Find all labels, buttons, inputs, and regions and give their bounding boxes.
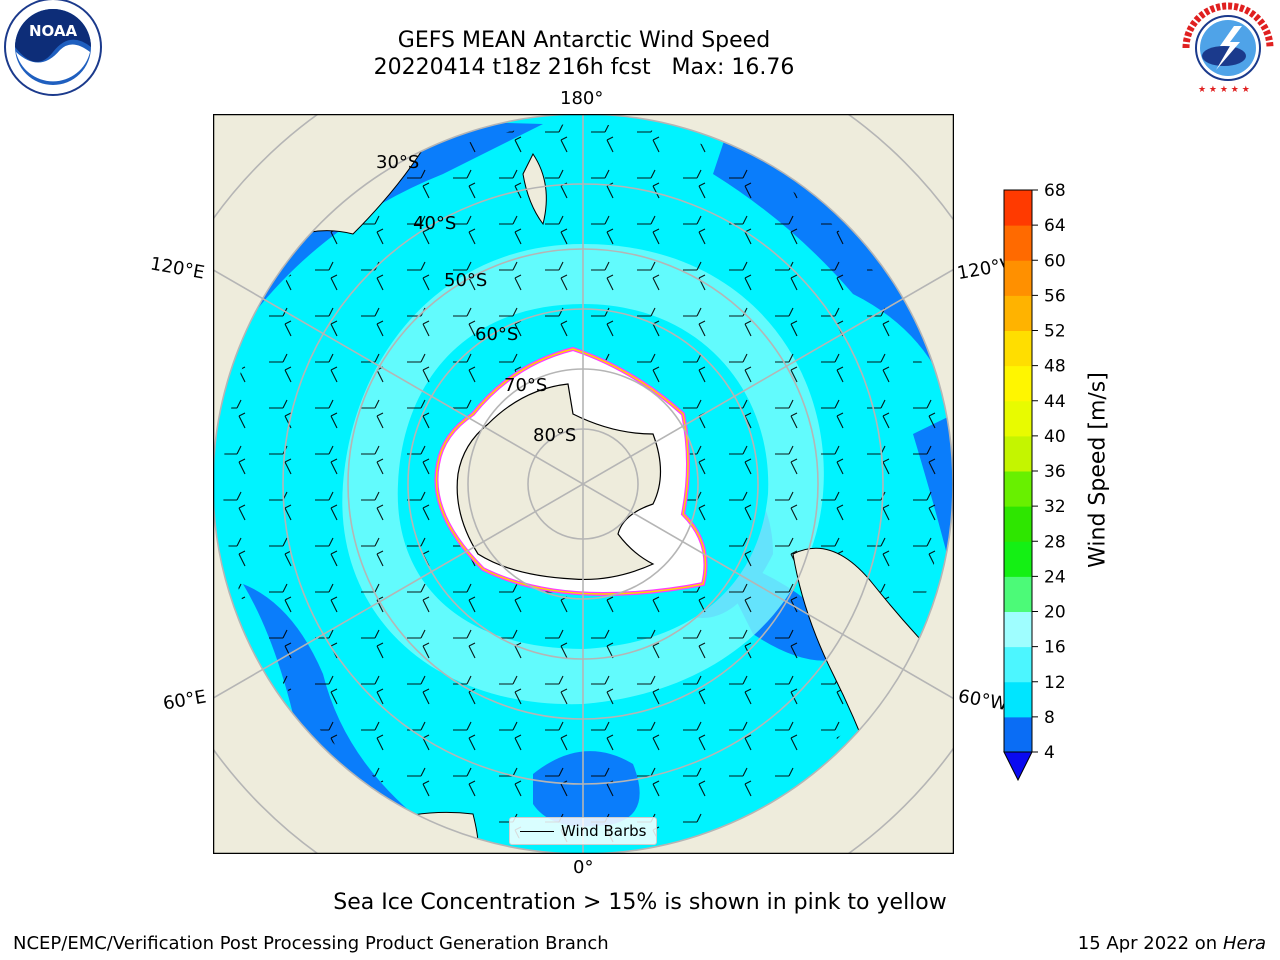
nws-logo: ★ ★ ★ ★ ★	[1182, 2, 1274, 95]
colorbar-segment	[1004, 365, 1032, 402]
colorbar-segment	[1004, 190, 1032, 226]
noaa-logo-text: NOAA	[29, 22, 78, 40]
footer-date-text: 15 Apr 2022 on	[1077, 933, 1223, 954]
colorbar-tick-label: 32	[1044, 497, 1066, 517]
colorbar-segment	[1004, 716, 1032, 753]
colorbar-segment	[1004, 435, 1032, 472]
legend-label: Wind Barbs	[561, 822, 647, 840]
lat-label-30s: 30°S	[376, 152, 420, 173]
lon-label-120e: 120°E	[148, 253, 207, 284]
colorbar-tick-label: 4	[1044, 743, 1055, 763]
colorbar-tick-label: 36	[1044, 462, 1066, 482]
footer-credit: NCEP/EMC/Verification Post Processing Pr…	[13, 933, 609, 954]
lon-label-0: 0°	[573, 857, 594, 878]
legend-line-sample	[520, 831, 554, 832]
colorbar-tick-label: 52	[1044, 322, 1066, 342]
antarctica	[456, 383, 662, 580]
colorbar-segment	[1004, 506, 1032, 542]
colorbar-segment	[1004, 611, 1032, 648]
chart-subtitle: 20220414 t18z 216h fcst Max: 16.76	[373, 55, 795, 80]
map-legend: Wind Barbs	[509, 817, 657, 845]
colorbar-tick-label: 56	[1044, 286, 1066, 306]
colorbar-tick-label: 20	[1044, 603, 1066, 623]
lon-label-60e: 60°E	[161, 686, 208, 715]
footer-host: Hera	[1222, 933, 1266, 954]
colorbar-segment	[1004, 260, 1032, 296]
colorbar-tick-label: 28	[1044, 532, 1066, 552]
colorbar-segment	[1004, 400, 1032, 437]
noaa-logo: NOAA	[4, 0, 102, 96]
svg-text:★ ★ ★ ★ ★: ★ ★ ★ ★ ★	[1198, 85, 1250, 95]
lon-label-180: 180°	[560, 88, 604, 109]
colorbar-tick-label: 8	[1044, 708, 1055, 728]
colorbar-segment	[1004, 541, 1032, 577]
colorbar-segment	[1004, 330, 1032, 367]
colorbar-label: Wind Speed [m/s]	[1085, 372, 1111, 568]
lat-label-60s: 60°S	[475, 324, 519, 345]
footer-date: 15 Apr 2022 on Hera	[1078, 933, 1266, 954]
colorbar-tick-label: 16	[1044, 638, 1066, 658]
colorbar-tick-label: 40	[1044, 427, 1066, 447]
colorbar-tick-label: 48	[1044, 357, 1066, 377]
colorbar-tick-label: 24	[1044, 567, 1066, 587]
polar-map	[213, 114, 954, 854]
colorbar-segment	[1004, 646, 1032, 683]
chart-title: GEFS MEAN Antarctic Wind Speed	[397, 28, 771, 53]
colorbar-segment	[1004, 471, 1032, 507]
colorbar-extend-triangle	[1003, 751, 1033, 782]
colorbar-segment	[1004, 225, 1032, 261]
map-border	[213, 114, 954, 854]
colorbar-tick-label: 12	[1044, 673, 1066, 693]
colorbar-tick-label: 68	[1044, 182, 1066, 201]
colorbar-segment	[1004, 295, 1032, 331]
colorbar-tick-label: 60	[1044, 251, 1066, 271]
lat-label-50s: 50°S	[444, 270, 488, 291]
colorbar-segment	[1004, 681, 1032, 718]
colorbar-tick-label: 44	[1044, 392, 1066, 412]
colorbar-segment	[1004, 576, 1032, 612]
sea-ice-caption: Sea Ice Concentration > 15% is shown in …	[333, 890, 947, 915]
lat-label-40s: 40°S	[413, 213, 457, 234]
lat-label-80s: 80°S	[533, 425, 577, 446]
lat-label-70s: 70°S	[504, 375, 548, 396]
colorbar-tick-label: 64	[1044, 216, 1066, 236]
